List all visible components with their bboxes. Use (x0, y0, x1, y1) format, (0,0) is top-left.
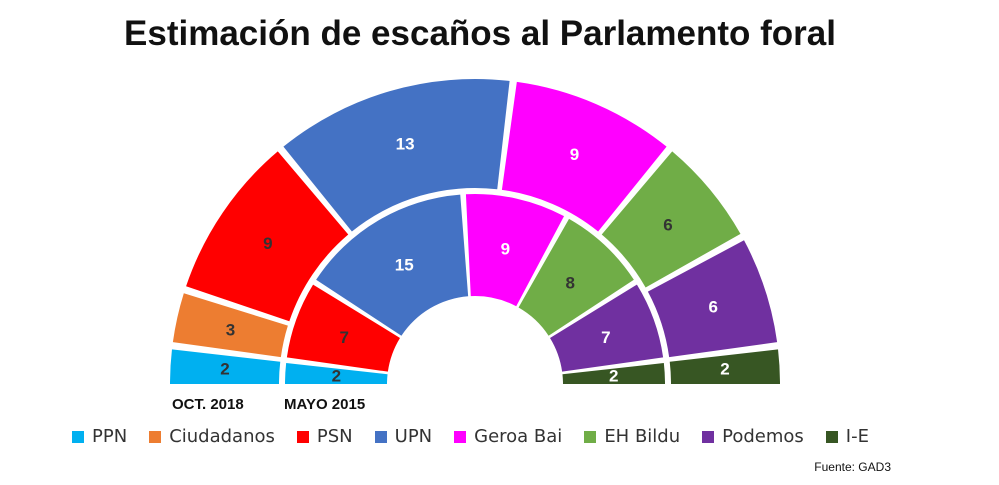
value-label-upn-inner: 15 (395, 255, 414, 274)
segment-ppn-inner (285, 363, 388, 384)
segment-upn-inner (316, 194, 469, 336)
segment-geroa-bai-inner (465, 194, 565, 307)
value-label-podemos-outer: 6 (708, 298, 717, 317)
legend-label: Geroa Bai (474, 426, 563, 447)
legend-label: Ciudadanos (169, 426, 275, 447)
segment-podemos-outer (647, 240, 778, 358)
segment-psn-inner (286, 284, 400, 372)
segment-ppn-outer (170, 349, 281, 384)
legend-item-i-e: I-E (825, 426, 869, 447)
source-note: Fuente: GAD3 (814, 460, 891, 474)
legend-swatch (702, 430, 715, 443)
legend-item-eh-bildu: EH Bildu (584, 426, 680, 447)
legend-swatch (72, 430, 84, 443)
legend-swatch (584, 430, 597, 443)
value-label-eh-bildu-outer: 6 (663, 215, 672, 234)
segment-eh-bildu-outer (601, 151, 741, 288)
legend-label: PSN (316, 426, 353, 447)
value-label-ciudadanos-outer: 3 (226, 320, 235, 339)
segment-geroa-bai-outer (501, 81, 667, 232)
inner-ring-label: MAYO 2015 (284, 396, 366, 413)
legend-item-podemos: Podemos (702, 426, 804, 447)
value-label-psn-inner: 7 (339, 328, 348, 347)
legend-item-ciudadanos: Ciudadanos (149, 426, 275, 447)
legend-swatch (149, 430, 162, 443)
outer-ring-label: OCT. 2018 (172, 396, 244, 413)
value-label-i-e-inner: 2 (609, 366, 618, 385)
segment-upn-outer (283, 79, 510, 232)
value-label-geroa-bai-outer: 9 (570, 145, 579, 164)
value-label-eh-bildu-inner: 8 (565, 274, 574, 293)
legend-label: UPN (394, 426, 433, 447)
segment-podemos-inner (550, 284, 664, 372)
value-label-upn-outer: 13 (396, 134, 415, 153)
legend-swatch (296, 430, 309, 443)
legend-item-psn: PSN (296, 426, 353, 447)
legend-label: EH Bildu (604, 426, 681, 447)
legend-item-upn: UPN (374, 426, 433, 447)
segment-ciudadanos-outer (172, 293, 288, 358)
legend-item-geroa-bai: Geroa Bai (454, 426, 562, 447)
legend-item-ppn: PPN (72, 426, 127, 447)
legend-swatch (825, 430, 838, 443)
value-label-psn-outer: 9 (263, 234, 272, 253)
legend-swatch (454, 430, 467, 443)
value-label-geroa-bai-inner: 9 (501, 239, 510, 258)
legend-label: Podemos (722, 426, 804, 447)
value-label-podemos-inner: 7 (601, 328, 610, 347)
segment-i-e-inner (562, 363, 665, 384)
segment-i-e-outer (669, 349, 780, 384)
legend-swatch (374, 430, 387, 443)
chart-title: Estimación de escaños al Parlamento fora… (124, 14, 836, 53)
value-label-ppn-inner: 2 (332, 366, 341, 385)
legend-label: I-E (845, 426, 869, 447)
value-label-ppn-outer: 2 (220, 359, 229, 378)
legend-label: PPN (92, 426, 128, 447)
legend: PPN Ciudadanos PSN UPN Geroa Bai EH Bildu Pode… (72, 426, 891, 447)
segment-psn-outer (186, 151, 349, 322)
value-label-i-e-outer: 2 (720, 359, 729, 378)
segment-eh-bildu-inner (518, 218, 634, 336)
